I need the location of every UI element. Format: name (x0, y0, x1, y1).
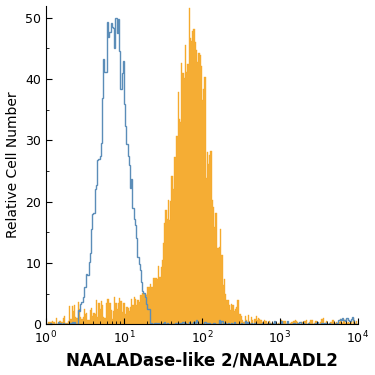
Y-axis label: Relative Cell Number: Relative Cell Number (6, 92, 20, 238)
X-axis label: NAALADase-like 2/NAALADL2: NAALADase-like 2/NAALADL2 (66, 351, 338, 369)
